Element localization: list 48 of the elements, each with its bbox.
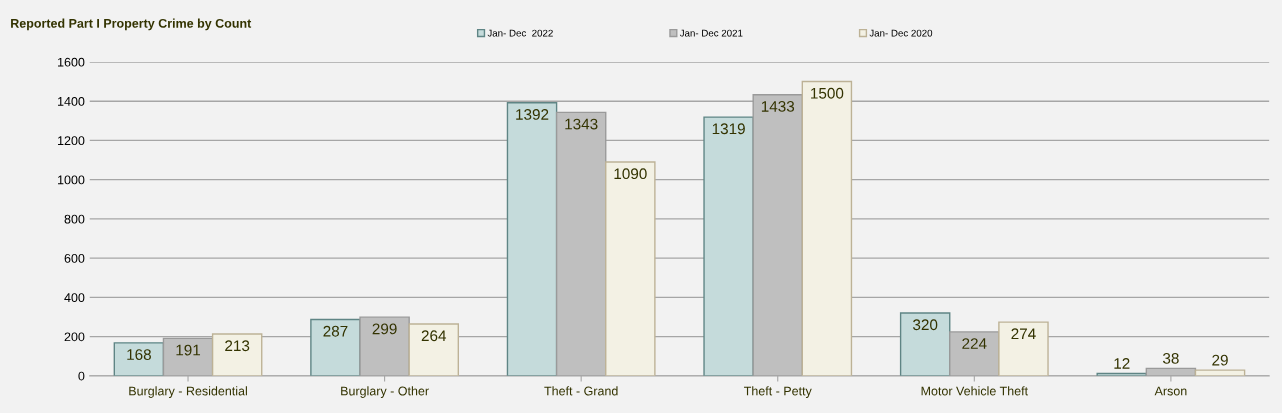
x-tick-label: Burglary - Other <box>341 386 429 398</box>
y-tick-label: 800 <box>64 214 85 224</box>
bar <box>408 323 460 376</box>
data-label: 287 <box>323 325 348 337</box>
data-label: 168 <box>127 349 151 360</box>
bar <box>1194 369 1246 376</box>
data-label: 299 <box>372 323 397 335</box>
x-tick-label: Arson <box>1154 386 1187 396</box>
y-tick-label: 1600 <box>58 57 85 67</box>
data-label: 264 <box>421 330 447 342</box>
bar <box>703 116 754 376</box>
x-tick-label: Motor Vehicle Theft <box>921 386 1028 396</box>
data-label: 1392 <box>516 109 549 120</box>
data-label: 274 <box>1011 328 1036 340</box>
data-label: 320 <box>913 319 938 331</box>
y-tick-label: 0 <box>78 371 85 381</box>
data-label: 29 <box>1212 354 1228 366</box>
y-tick-label: 200 <box>64 332 85 342</box>
legend-label: Jan- Dec 2020 <box>869 29 933 37</box>
data-label: 1343 <box>565 118 598 130</box>
x-tick-label: Burglary - Residential <box>129 386 247 398</box>
bar <box>605 161 656 376</box>
y-tick-label: 1000 <box>58 175 85 185</box>
data-label: 1090 <box>614 168 647 180</box>
y-tick-label: 400 <box>64 293 85 303</box>
data-label: 224 <box>962 338 987 349</box>
bar <box>998 321 1049 376</box>
bar <box>506 102 558 376</box>
legend-label: Jan- Dec 2022 <box>487 29 553 37</box>
y-tick-label: 1200 <box>58 136 85 146</box>
bar <box>211 333 263 376</box>
data-label: 213 <box>225 340 250 352</box>
y-tick-label: 1400 <box>58 96 85 106</box>
bar <box>801 80 853 376</box>
bar <box>899 312 951 376</box>
legend-label: Jan- Dec 2021 <box>679 29 743 37</box>
data-label: 1433 <box>761 101 795 112</box>
data-label: 191 <box>176 344 201 356</box>
x-tick-label: Theft - Grand <box>544 386 618 396</box>
data-label: 1319 <box>712 123 745 135</box>
bar <box>113 342 165 376</box>
chart-title: Reported Part I Property Crime by Count <box>11 18 252 31</box>
y-tick-label: 600 <box>64 253 85 263</box>
bar <box>310 318 361 376</box>
x-tick-label: Theft - Petty <box>743 386 812 398</box>
data-label: 1500 <box>811 87 844 99</box>
data-label: 38 <box>1162 352 1179 364</box>
data-label: 12 <box>1114 358 1130 369</box>
